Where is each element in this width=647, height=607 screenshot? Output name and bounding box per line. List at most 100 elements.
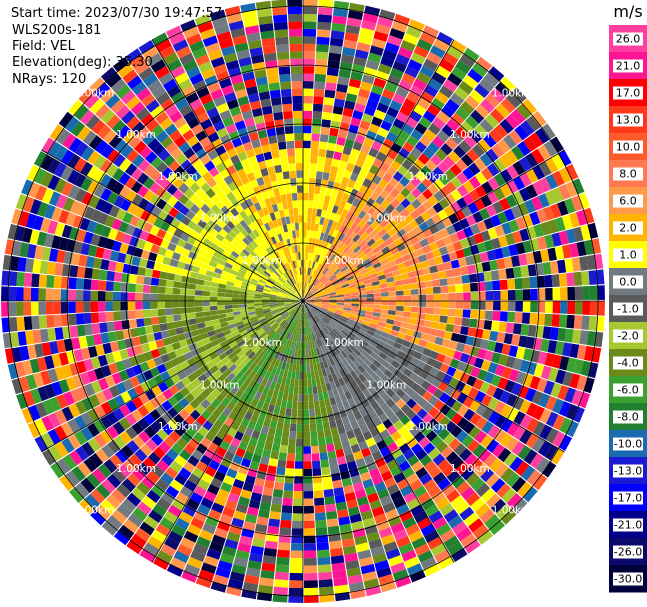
velocity-gate — [523, 136, 537, 152]
velocity-gate — [433, 293, 442, 301]
velocity-gate — [387, 281, 396, 288]
velocity-gate — [418, 116, 432, 129]
velocity-gate — [514, 312, 523, 324]
velocity-gate — [366, 207, 376, 217]
velocity-gate — [330, 276, 338, 283]
velocity-gate — [480, 98, 495, 114]
velocity-gate — [322, 233, 329, 242]
velocity-gate — [346, 261, 355, 268]
velocity-gate — [395, 305, 404, 312]
velocity-gate — [377, 127, 389, 138]
velocity-gate — [324, 195, 331, 204]
velocity-gate — [314, 280, 321, 287]
velocity-gate — [377, 63, 392, 75]
velocity-gate — [435, 65, 451, 79]
velocity-gate — [365, 226, 374, 235]
velocity-gate — [345, 248, 354, 256]
velocity-gate — [432, 279, 441, 287]
velocity-gate — [303, 289, 305, 297]
velocity-gate — [366, 250, 375, 258]
velocity-gate — [574, 301, 583, 315]
velocity-gate — [359, 168, 369, 178]
velocity-gate — [529, 312, 538, 325]
velocity-gate — [450, 131, 464, 145]
velocity-gate — [313, 278, 319, 286]
velocity-gate — [396, 243, 406, 252]
velocity-gate — [335, 288, 343, 293]
velocity-gate — [493, 158, 506, 173]
velocity-gate — [522, 240, 533, 253]
velocity-gate — [537, 288, 546, 301]
velocity-gate — [337, 261, 345, 269]
velocity-gate — [334, 144, 344, 154]
velocity-gate — [426, 206, 438, 218]
velocity-gate — [355, 191, 365, 201]
velocity-gate — [342, 146, 352, 156]
velocity-gate — [365, 59, 380, 71]
velocity-gate — [409, 85, 424, 98]
velocity-gate — [531, 148, 545, 164]
velocity-gate — [349, 231, 357, 240]
velocity-gate — [597, 301, 605, 316]
velocity-gate — [344, 32, 359, 42]
velocity-gate — [565, 181, 578, 198]
velocity-gate — [319, 186, 327, 195]
velocity-gate — [317, 156, 326, 165]
velocity-gate — [515, 216, 527, 230]
velocity-gate — [493, 290, 501, 301]
velocity-gate — [306, 298, 315, 301]
velocity-gate — [317, 239, 323, 248]
velocity-gate — [589, 301, 598, 316]
colorbar-tick-label: 17.0 — [616, 87, 641, 100]
velocity-gate — [319, 134, 329, 143]
velocity-gate — [322, 104, 334, 113]
velocity-gate — [303, 282, 305, 290]
velocity-gate — [319, 141, 328, 150]
velocity-gate — [315, 262, 320, 271]
velocity-gate — [403, 295, 412, 301]
velocity-gate — [386, 276, 395, 283]
velocity-gate — [544, 313, 553, 327]
velocity-gate — [344, 258, 353, 266]
velocity-gate — [442, 217, 453, 228]
velocity-gate — [372, 246, 382, 254]
velocity-gate — [406, 229, 416, 239]
velocity-gate — [333, 268, 341, 275]
velocity-gate — [500, 183, 512, 197]
velocity-gate — [379, 258, 389, 266]
velocity-gate — [303, 43, 316, 52]
velocity-gate — [511, 255, 521, 267]
velocity-gate — [543, 206, 555, 221]
velocity-gate — [344, 100, 356, 110]
velocity-gate — [318, 286, 326, 292]
velocity-gate — [381, 292, 389, 297]
velocity-gate — [428, 123, 441, 136]
velocity-gate — [341, 176, 350, 186]
velocity-gate — [466, 148, 480, 162]
velocity-gate — [356, 95, 368, 106]
velocity-gate — [317, 201, 324, 210]
velocity-gate — [328, 227, 335, 236]
velocity-gate — [531, 196, 543, 211]
velocity-gate — [311, 133, 320, 142]
velocity-gate — [571, 195, 583, 212]
velocity-gate — [434, 256, 444, 265]
velocity-gate — [321, 299, 330, 301]
velocity-gate — [353, 245, 362, 254]
velocity-gate — [329, 297, 337, 300]
velocity-gate — [326, 285, 334, 291]
velocity-gate — [463, 134, 477, 149]
velocity-gate — [485, 204, 497, 217]
velocity-gate — [397, 165, 409, 176]
velocity-gate — [320, 126, 330, 136]
velocity-gate — [328, 244, 335, 253]
velocity-gate — [362, 203, 371, 214]
velocity-gate — [381, 263, 391, 270]
velocity-gate — [366, 297, 374, 301]
velocity-gate — [454, 209, 466, 221]
velocity-gate — [558, 184, 571, 200]
velocity-gate — [505, 267, 515, 279]
velocity-gate — [317, 272, 323, 280]
